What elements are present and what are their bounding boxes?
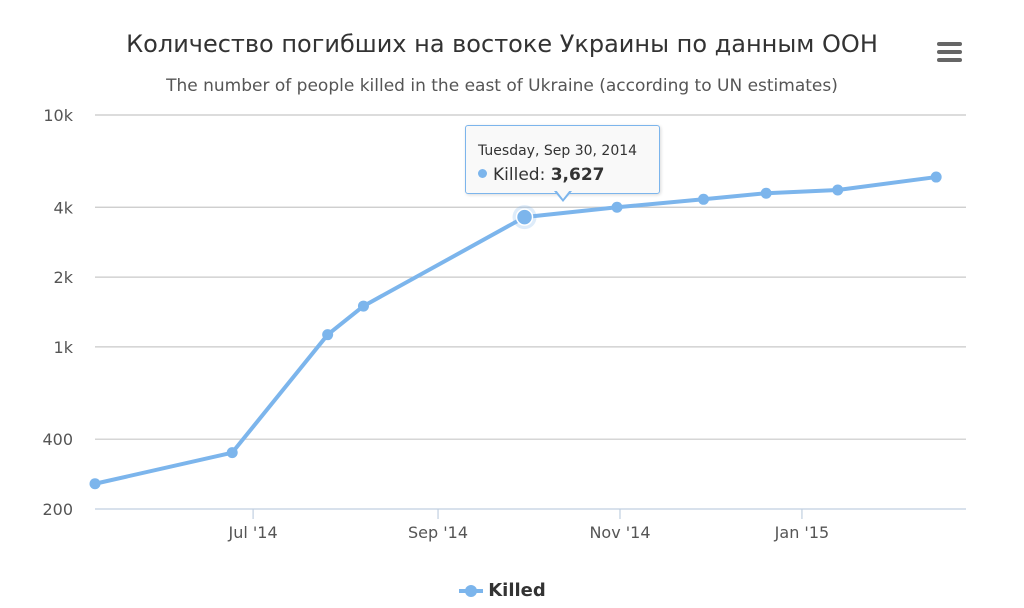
chart-title: Количество погибших на востоке Украины п… xyxy=(126,30,878,58)
tooltip-value: 3,627 xyxy=(550,165,605,185)
tooltip-series-dot xyxy=(478,168,487,178)
x-tick-label: Jul '14 xyxy=(228,523,278,542)
y-axis-ticks: 200 400 1k 2k 4k 10k xyxy=(42,106,73,519)
data-point[interactable] xyxy=(226,447,238,459)
y-tick-label: 400 xyxy=(42,430,73,449)
y-tick-label: 2k xyxy=(54,268,74,287)
series-killed xyxy=(89,171,942,490)
x-tick-label: Sep '14 xyxy=(408,523,468,542)
y-tick-label: 1k xyxy=(54,338,74,357)
tooltip-date: Tuesday, Sep 30, 2014 xyxy=(478,143,638,159)
data-point[interactable] xyxy=(611,201,623,213)
data-point[interactable] xyxy=(698,193,710,205)
hamburger-menu-icon[interactable] xyxy=(932,38,966,66)
data-point[interactable] xyxy=(89,478,101,490)
data-point-hovered[interactable] xyxy=(515,208,534,226)
tooltip-series-label: Killed: xyxy=(493,165,546,185)
data-point[interactable] xyxy=(357,300,369,312)
legend: Killed xyxy=(0,580,1004,601)
menu-bar xyxy=(937,42,962,46)
x-tick-label: Nov '14 xyxy=(589,523,650,542)
data-point[interactable] xyxy=(930,171,942,183)
legend-symbol xyxy=(459,584,484,597)
menu-bar xyxy=(937,50,962,54)
data-point[interactable] xyxy=(832,184,844,196)
y-tick-label: 200 xyxy=(42,500,73,519)
tooltip: Tuesday, Sep 30, 2014 Killed: 3,627 xyxy=(465,125,660,194)
y-tick-label: 10k xyxy=(43,106,73,125)
chart-plot: 200 400 1k 2k 4k 10k Jul '14 Sep '14 Nov '14 Jan… xyxy=(42,106,966,542)
data-point[interactable] xyxy=(760,187,772,199)
series-line-killed xyxy=(93,175,939,486)
legend-item-killed[interactable]: Killed xyxy=(458,580,546,601)
tooltip-arrow-fill xyxy=(556,190,570,199)
chart-subtitle: The number of people killed in the east … xyxy=(166,76,838,96)
x-tick-label: Jan '15 xyxy=(774,523,830,542)
legend-label: Killed xyxy=(488,580,546,601)
grid-lines xyxy=(95,114,966,440)
menu-bar xyxy=(937,58,962,62)
x-axis: Jul '14 Sep '14 Nov '14 Jan '15 xyxy=(95,508,966,542)
tooltip-value-line: Killed: 3,627 xyxy=(478,165,604,185)
y-tick-label: 4k xyxy=(54,198,74,217)
data-point[interactable] xyxy=(322,329,334,341)
